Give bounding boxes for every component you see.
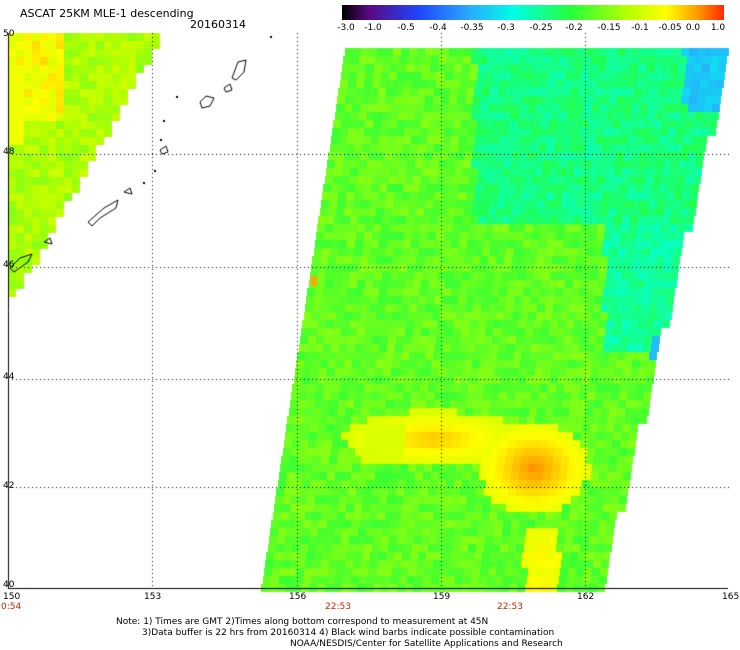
lat-label: 44 bbox=[3, 372, 15, 382]
color-scale-label: -0.1 bbox=[631, 23, 649, 33]
note-line: 3)Data buffer is 22 hrs from 20160314 4)… bbox=[142, 628, 555, 638]
map-date: 20160314 bbox=[190, 18, 246, 31]
color-scale-label: -0.4 bbox=[429, 23, 447, 33]
map-title: ASCAT 25KM MLE-1 descending bbox=[20, 7, 194, 20]
time-label: 22:53 bbox=[497, 602, 523, 612]
color-scale-label: -0.15 bbox=[597, 23, 621, 33]
note-line: NOAA/NESDIS/Center for Satellite Applica… bbox=[290, 639, 563, 649]
color-scale-label: -0.3 bbox=[497, 23, 515, 33]
color-scale-label: -0.05 bbox=[658, 23, 682, 33]
color-scale-label: -0.5 bbox=[397, 23, 415, 33]
lon-label: 156 bbox=[289, 592, 307, 602]
color-scale-label: 1.0 bbox=[710, 23, 726, 33]
lon-label: 165 bbox=[722, 592, 740, 602]
lat-label: 50 bbox=[3, 29, 15, 39]
color-scale-label: -0.35 bbox=[460, 23, 484, 33]
color-scale-label: -3.0 bbox=[337, 23, 355, 33]
lat-label: 46 bbox=[3, 260, 15, 270]
time-label: 22:53 bbox=[325, 602, 351, 612]
lon-label: 162 bbox=[577, 592, 595, 602]
lat-label: 48 bbox=[3, 147, 15, 157]
lon-label: 159 bbox=[433, 592, 451, 602]
color-scale-label: -0.25 bbox=[529, 23, 553, 33]
lat-label: 40 bbox=[3, 580, 15, 590]
color-scale-label: -0.2 bbox=[565, 23, 583, 33]
time-label: 0:54 bbox=[1, 602, 22, 612]
color-scale-bar bbox=[342, 5, 724, 20]
color-scale-label: -1.0 bbox=[364, 23, 382, 33]
color-scale-label: 0.0 bbox=[685, 23, 701, 33]
note-line: Note: 1) Times are GMT 2)Times along bot… bbox=[116, 617, 489, 627]
lat-label: 42 bbox=[3, 481, 15, 491]
lon-label: 150 bbox=[3, 592, 21, 602]
lon-label: 153 bbox=[144, 592, 162, 602]
